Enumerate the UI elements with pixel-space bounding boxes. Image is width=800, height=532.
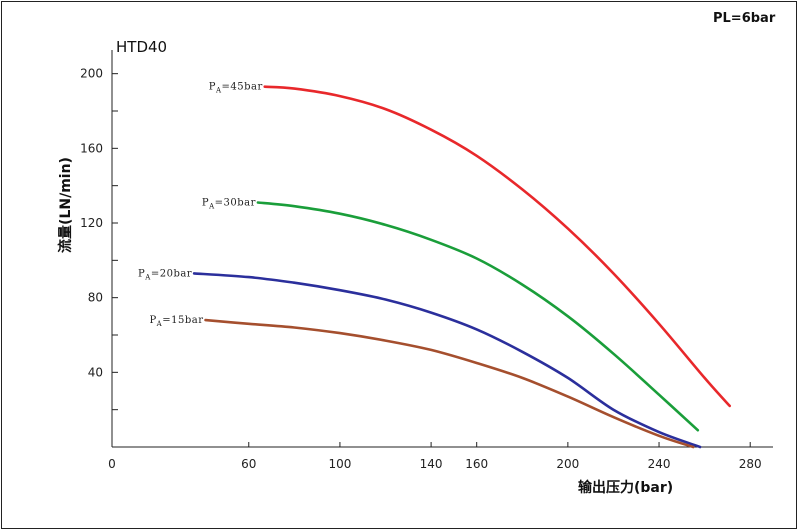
series-line [263,85,731,408]
y-tick-label: 120 [80,216,103,230]
y-tick-label: 40 [88,365,103,379]
tick-marks: 0 60 100 140 160 200 240 280 40 80 120 160 200 [80,67,762,471]
y-axis-title: 流量(LN/min) [57,157,74,253]
series-group [192,85,731,449]
series-label: PA=15bar [149,315,203,328]
series-label: PA=20bar [138,268,192,281]
y-tick-label: 200 [80,67,103,81]
axes [111,50,773,448]
y-tick-label: 160 [80,141,103,155]
x-tick-label: 280 [739,457,762,471]
x-axis-title: 输出压力(bar) [578,479,673,496]
series-label: PA=30bar [202,197,256,210]
x-tick-label: 160 [465,457,488,471]
x-tick-label: 0 [108,457,116,471]
x-tick-label: 240 [648,457,671,471]
series-line [192,272,702,449]
chart-title: HTD40 [116,38,167,56]
series-labels: PA=45bar PA=30bar PA=20bar PA=15bar [138,82,263,328]
x-tick-label: 60 [241,457,256,471]
x-tick-label: 200 [556,457,579,471]
x-tick-label: 140 [420,457,443,471]
series-line [204,318,695,449]
x-tick-label: 100 [328,457,351,471]
series-label: PA=45bar [209,82,263,95]
series-line [256,201,700,432]
y-tick-label: 80 [88,291,103,305]
corner-label: PL=6bar [713,11,776,26]
